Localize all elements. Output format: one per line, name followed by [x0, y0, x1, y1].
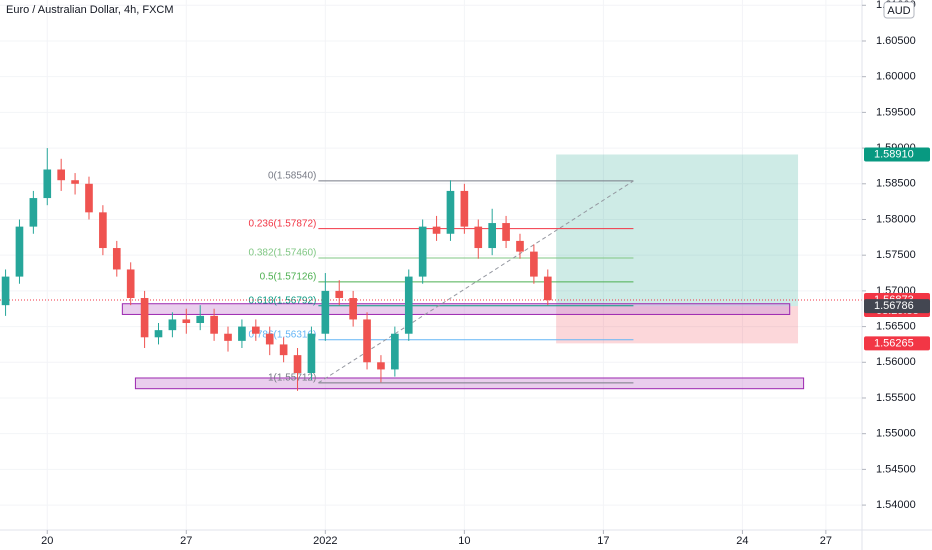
candle-body [488, 223, 496, 249]
x-tick-label: 27 [820, 535, 832, 547]
fib-label: 1(1.55712) [268, 372, 316, 383]
candle-body [1, 276, 10, 306]
price-label-bg [864, 147, 930, 162]
candle-body [238, 326, 246, 341]
fib-trend [318, 180, 634, 384]
candle-body [154, 330, 163, 338]
candle-body [57, 169, 65, 181]
candle-body [335, 290, 344, 299]
candle-body [251, 326, 260, 334]
price-label: 1.56265 [874, 337, 914, 349]
y-tick-label: 1.56500 [876, 320, 916, 332]
candle-body [404, 276, 413, 334]
candle-body [502, 223, 510, 241]
x-tick-label: 20 [41, 535, 53, 547]
currency: AUD [887, 5, 910, 17]
y-tick-label: 1.54000 [876, 499, 916, 511]
candle-body [140, 298, 149, 338]
candle-body [71, 180, 79, 184]
candle-body [15, 226, 24, 277]
fib-label: 0.5(1.57126) [260, 272, 317, 283]
y-tick-label: 1.57500 [876, 249, 916, 261]
candle-body [474, 226, 483, 249]
price-label: 1.58910 [874, 148, 914, 160]
currency-box [883, 1, 915, 19]
candle-body [363, 319, 371, 363]
price-label: 1.56786 [874, 300, 914, 312]
candle-body [543, 276, 552, 301]
candle-body [349, 298, 357, 320]
candle-body [196, 315, 205, 324]
candle-body [29, 198, 38, 227]
candle-body [446, 190, 455, 234]
candle-body [530, 251, 538, 277]
candle-body [377, 362, 385, 370]
zone [121, 303, 791, 315]
x-tick-label: 17 [597, 535, 609, 547]
candle-body [516, 240, 524, 252]
y-tick-label: 1.55000 [876, 428, 916, 440]
candle-body [85, 183, 93, 213]
x-tick-label: 2022 [313, 535, 337, 547]
candle-body [293, 355, 302, 373]
candle-body [307, 333, 316, 373]
fib-label: 0(1.58540) [268, 171, 316, 182]
fib-label: 0.786(1.56316) [249, 329, 317, 340]
y-tick-label: 1.54500 [876, 463, 916, 475]
x-tick-label: 10 [458, 535, 470, 547]
candle-body [265, 333, 274, 345]
price-label-bg [864, 336, 930, 351]
candle-body [279, 344, 288, 356]
candle-body [126, 269, 135, 299]
candle-body [182, 319, 191, 324]
candle-body [112, 248, 121, 270]
fib-label: 0.236(1.57872) [249, 218, 317, 229]
x-tick-label: 27 [180, 535, 192, 547]
x-tick-label: 24 [736, 535, 748, 547]
candle-body [460, 190, 469, 227]
candle-body [43, 169, 52, 199]
candle-body [418, 226, 427, 277]
candle-body [168, 319, 177, 331]
y-tick-label: 1.58500 [876, 178, 916, 190]
candle-body [391, 333, 399, 370]
fib-label: 0.382(1.57460) [249, 248, 317, 259]
y-tick-label: 1.55500 [876, 392, 916, 404]
candle-body [99, 212, 107, 249]
y-tick-label: 1.58000 [876, 213, 916, 225]
candle-body [432, 226, 441, 234]
candle-body [224, 333, 232, 341]
fib-label: 0.618(1.56792) [249, 295, 317, 306]
y-tick-label: 1.56000 [876, 356, 916, 368]
y-tick-label: 1.60500 [876, 35, 916, 47]
price-label-bg [864, 299, 930, 314]
candle-body [321, 290, 330, 334]
stop-zone [556, 306, 799, 344]
y-tick-label: 1.60000 [876, 71, 916, 83]
chart-title: Euro / Australian Dollar, 4h, FXCM [6, 4, 174, 16]
target-zone [556, 154, 799, 307]
candle-body [210, 315, 218, 334]
y-tick-label: 1.59500 [876, 106, 916, 118]
